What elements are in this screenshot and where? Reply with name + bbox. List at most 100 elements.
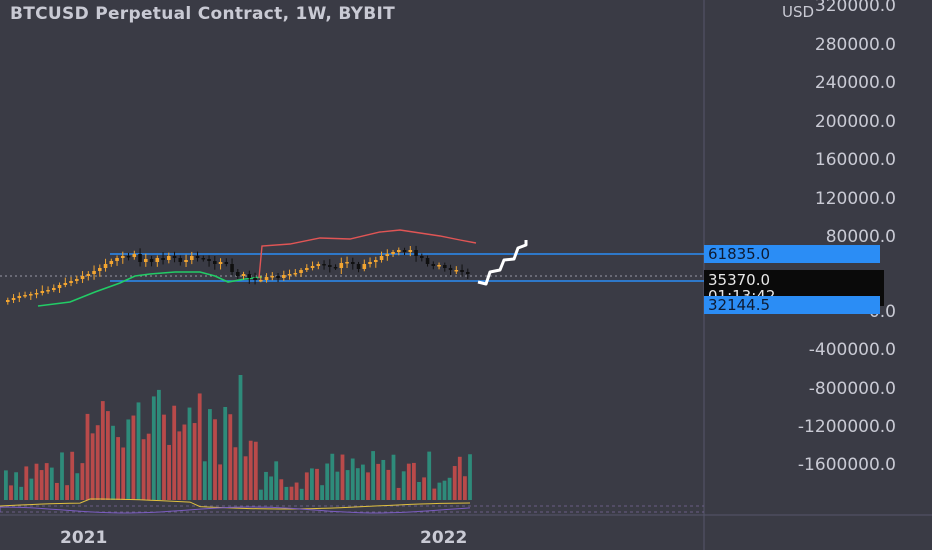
candle-body (11, 298, 16, 300)
price-axis-label: 280000.0 (814, 35, 896, 55)
candle-body (264, 277, 269, 280)
candle-body (374, 260, 378, 262)
candle-body (236, 272, 240, 276)
volume-bar (253, 441, 258, 500)
volume-bar (157, 389, 161, 500)
candle-body (80, 276, 85, 279)
volume-bar (330, 453, 335, 500)
volume-bar (437, 482, 442, 500)
candle-body (305, 268, 309, 270)
candle-body (247, 274, 252, 278)
candle-body (287, 274, 292, 276)
candle-body (184, 260, 188, 262)
volume-bar (304, 472, 309, 500)
candle-body (414, 250, 418, 256)
volume-bar (9, 485, 13, 500)
volume-bar (126, 419, 131, 500)
volume-bar (238, 375, 243, 500)
current-price: 35370.0 (708, 271, 771, 289)
volume-bar (70, 451, 75, 500)
volume-bar (452, 466, 457, 500)
volume-bar (371, 451, 375, 500)
candle-body (299, 270, 303, 273)
price-axis-label: 240000.0 (814, 73, 896, 93)
candle-body (6, 300, 10, 302)
candle-body (259, 280, 263, 282)
volume-bar (65, 485, 69, 500)
lower-level-badge: 32144.5 (704, 296, 880, 314)
volume-bar (202, 461, 207, 500)
candle-body (356, 264, 361, 269)
volume-bar (366, 472, 370, 500)
candle-body (86, 274, 91, 276)
volume-bar (177, 431, 182, 500)
candle-body (149, 259, 154, 262)
volume-bar (406, 463, 411, 500)
volume-bar (447, 477, 452, 500)
price-axis-label: 160000.0 (814, 150, 896, 170)
volume-bar (172, 405, 177, 500)
price-axis-label: -1200000.0 (797, 417, 896, 437)
candle-body (63, 283, 68, 285)
candle-body (167, 256, 171, 260)
volume-bar (187, 407, 192, 500)
green-indicator-line (37, 271, 263, 307)
volume-bar (100, 401, 105, 500)
volume-bar (55, 482, 59, 500)
price-axis-label: -1600000.0 (797, 455, 896, 475)
candle-body (443, 265, 447, 268)
candle-body (144, 259, 148, 262)
volume-bar (29, 478, 34, 500)
volume-bar (49, 467, 54, 500)
candle-body (270, 276, 275, 278)
volume-bar (233, 447, 238, 500)
candle-body (368, 262, 372, 264)
candle-body (92, 271, 96, 274)
volume-bar (243, 456, 248, 500)
candle-body (103, 264, 108, 268)
chart-title: BTCUSD Perpetual Contract, 1W, BYBIT (10, 4, 396, 24)
level-lines (110, 253, 704, 282)
volume-bar (14, 472, 18, 500)
volume-bar (44, 463, 49, 500)
candle-body (201, 258, 206, 260)
volume-bar (218, 464, 222, 500)
candle-body (437, 265, 441, 267)
volume-bar (197, 393, 202, 500)
time-label-2021: 2021 (60, 528, 108, 548)
candle-body (466, 272, 470, 274)
time-label-2022: 2022 (420, 528, 468, 548)
candle-body (310, 266, 315, 268)
volume-bar (310, 468, 314, 500)
volume-bar (90, 433, 95, 500)
volume-bar (19, 486, 24, 500)
price-axis-label: -800000.0 (808, 379, 896, 399)
volume-bar (223, 406, 228, 500)
volume-bar (279, 479, 284, 500)
volume-bars (4, 375, 472, 500)
projection-path (477, 240, 528, 286)
currency-label[interactable]: USD (782, 3, 815, 21)
candle-body (339, 263, 344, 268)
candle-body (161, 258, 165, 260)
candle-body (402, 250, 407, 252)
candle-body (448, 268, 453, 270)
volume-bar (442, 480, 447, 500)
candle-body (69, 281, 73, 283)
candle-body (322, 264, 326, 266)
volume-bar (75, 473, 80, 500)
candle-body (253, 278, 257, 280)
candle-body (57, 285, 62, 288)
candle-body (155, 258, 160, 262)
candle-body (29, 294, 33, 296)
volume-bar (151, 396, 156, 500)
volume-bar (325, 463, 330, 500)
candle-body (276, 276, 280, 278)
volume-bar (264, 471, 268, 500)
volume-bar (141, 439, 146, 500)
volume-bar (213, 419, 217, 500)
volume-bar (289, 486, 294, 500)
candle-body (218, 262, 223, 264)
candle-body (351, 262, 355, 264)
